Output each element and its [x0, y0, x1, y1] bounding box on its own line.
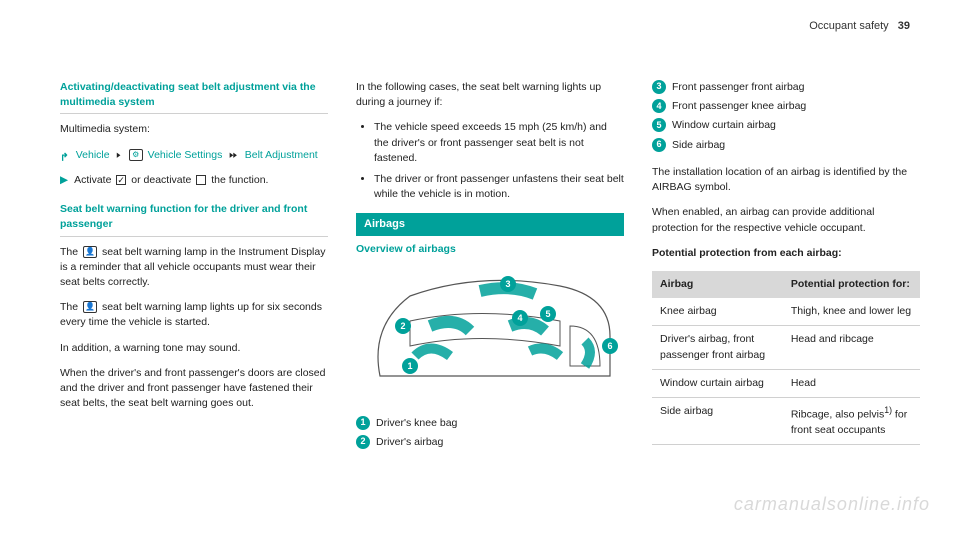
- cell: Side airbag: [652, 398, 783, 445]
- legend-2-label: Driver's airbag: [376, 435, 443, 450]
- legend-5-label: Window curtain airbag: [672, 118, 776, 133]
- content-columns: Activating/deactivating seat belt adjust…: [60, 80, 920, 454]
- table-caption: Potential protection from each airbag:: [652, 246, 920, 261]
- nav-path: ↳ Vehicle ▸ ⚙ Vehicle Settings ▸▸ Belt A…: [60, 148, 328, 163]
- th-airbag: Airbag: [652, 271, 783, 298]
- airbag-diagram: 1 2 3 4 5 6: [356, 266, 624, 406]
- svg-text:2: 2: [400, 321, 405, 331]
- case-2: The driver or front passenger unfastens …: [374, 172, 624, 202]
- legend-2: 2 Driver's airbag: [356, 435, 624, 450]
- page-number: 39: [898, 20, 910, 32]
- circle-4-icon: 4: [652, 99, 666, 113]
- heading-warning-fn: Seat belt warning function for the drive…: [60, 202, 328, 236]
- page-header: Occupant safety 39: [809, 20, 910, 32]
- seatbelt-icon: 👤: [83, 301, 97, 313]
- para-warning-1: The 👤 seat belt warning lamp in the Inst…: [60, 245, 328, 291]
- step-icon: ▶: [60, 173, 68, 188]
- column-1: Activating/deactivating seat belt adjust…: [60, 80, 328, 454]
- path-settings: Vehicle Settings: [148, 149, 223, 161]
- manual-page: Occupant safety 39 Activating/deactivati…: [0, 0, 960, 533]
- legend-6-label: Side airbag: [672, 138, 725, 153]
- circle-1-icon: 1: [356, 416, 370, 430]
- legend-6: 6 Side airbag: [652, 138, 920, 153]
- case-1: The vehicle speed exceeds 15 mph (25 km/…: [374, 120, 624, 166]
- para-cases: In the following cases, the seat belt wa…: [356, 80, 624, 110]
- legend-1: 1 Driver's knee bag: [356, 416, 624, 431]
- path-belt: Belt Adjustment: [245, 149, 318, 161]
- th-protection: Potential protection for:: [783, 271, 920, 298]
- para-install-loc: The installation location of an airbag i…: [652, 165, 920, 195]
- cell: Head: [783, 369, 920, 397]
- chevron-icon: ▸: [116, 148, 120, 163]
- p1b: seat belt warning lamp in the Instrument…: [60, 246, 325, 288]
- para-enabled: When enabled, an airbag can provide addi…: [652, 205, 920, 235]
- checkbox-on-icon: [116, 175, 126, 185]
- settings-icon: ⚙: [129, 149, 143, 161]
- column-2: In the following cases, the seat belt wa…: [356, 80, 624, 454]
- p2a: The: [60, 301, 78, 313]
- legend-4: 4 Front passenger knee airbag: [652, 99, 920, 114]
- heading-belt-adjust: Activating/deactivating seat belt adjust…: [60, 80, 328, 114]
- legend-4-label: Front passenger knee airbag: [672, 99, 806, 114]
- column-3: 3 Front passenger front airbag 4 Front pas…: [652, 80, 920, 454]
- legend-1-label: Driver's knee bag: [376, 416, 457, 431]
- cases-list: The vehicle speed exceeds 15 mph (25 km/…: [356, 120, 624, 202]
- legend-5: 5 Window curtain airbag: [652, 118, 920, 133]
- step-activate-label: Activate: [74, 174, 111, 186]
- cell: Driver's airbag, front passenger front a…: [652, 326, 783, 369]
- p1a: The: [60, 246, 78, 258]
- legend-3: 3 Front passenger front airbag: [652, 80, 920, 95]
- cell: Head and ribcage: [783, 326, 920, 369]
- cell: Thigh, knee and lower leg: [783, 298, 920, 326]
- section-bar-airbags: Airbags: [356, 213, 624, 237]
- subhead-overview: Overview of airbags: [356, 242, 624, 257]
- svg-text:6: 6: [607, 341, 612, 351]
- circle-3-icon: 3: [652, 80, 666, 94]
- watermark: carmanualsonline.info: [734, 494, 930, 515]
- cell: Ribcage, also pelvis1) for front seat oc…: [783, 398, 920, 445]
- table-row: Knee airbagThigh, knee and lower leg: [652, 298, 920, 326]
- cell-pre: Ribcage, also pelvis: [791, 409, 884, 421]
- para-warning-2: The 👤 seat belt warning lamp lights up f…: [60, 300, 328, 330]
- circle-6-icon: 6: [652, 138, 666, 152]
- p2b: seat belt warning lamp lights up for six…: [60, 301, 322, 328]
- para-warning-3: In addition, a warning tone may sound.: [60, 341, 328, 356]
- step-text: Activate or deactivate the function.: [74, 173, 268, 188]
- step-activate: ▶ Activate or deactivate the function.: [60, 173, 328, 188]
- path-vehicle: Vehicle: [76, 149, 110, 161]
- checkbox-off-icon: [196, 175, 206, 185]
- chevron-icon: ▸▸: [230, 148, 237, 163]
- hook-icon: ↳: [60, 148, 69, 163]
- circle-5-icon: 5: [652, 118, 666, 132]
- multimedia-intro: Multimedia system:: [60, 122, 328, 137]
- protection-table: Airbag Potential protection for: Knee ai…: [652, 271, 920, 445]
- step-tail: the function.: [211, 174, 268, 186]
- section-title: Occupant safety: [809, 20, 889, 32]
- seatbelt-icon: 👤: [83, 246, 97, 258]
- table-header-row: Airbag Potential protection for:: [652, 271, 920, 298]
- table-row: Driver's airbag, front passenger front a…: [652, 326, 920, 369]
- svg-text:5: 5: [545, 309, 550, 319]
- para-warning-4: When the driver's and front passenger's …: [60, 366, 328, 412]
- svg-text:4: 4: [517, 313, 522, 323]
- svg-text:3: 3: [505, 279, 510, 289]
- footnote-ref: 1): [884, 405, 892, 415]
- circle-2-icon: 2: [356, 435, 370, 449]
- cell: Window curtain airbag: [652, 369, 783, 397]
- table-row: Side airbagRibcage, also pelvis1) for fr…: [652, 398, 920, 445]
- step-deactivate-label: or deactivate: [131, 174, 191, 186]
- svg-text:1: 1: [407, 361, 412, 371]
- legend-3-label: Front passenger front airbag: [672, 80, 805, 95]
- table-row: Window curtain airbagHead: [652, 369, 920, 397]
- cell: Knee airbag: [652, 298, 783, 326]
